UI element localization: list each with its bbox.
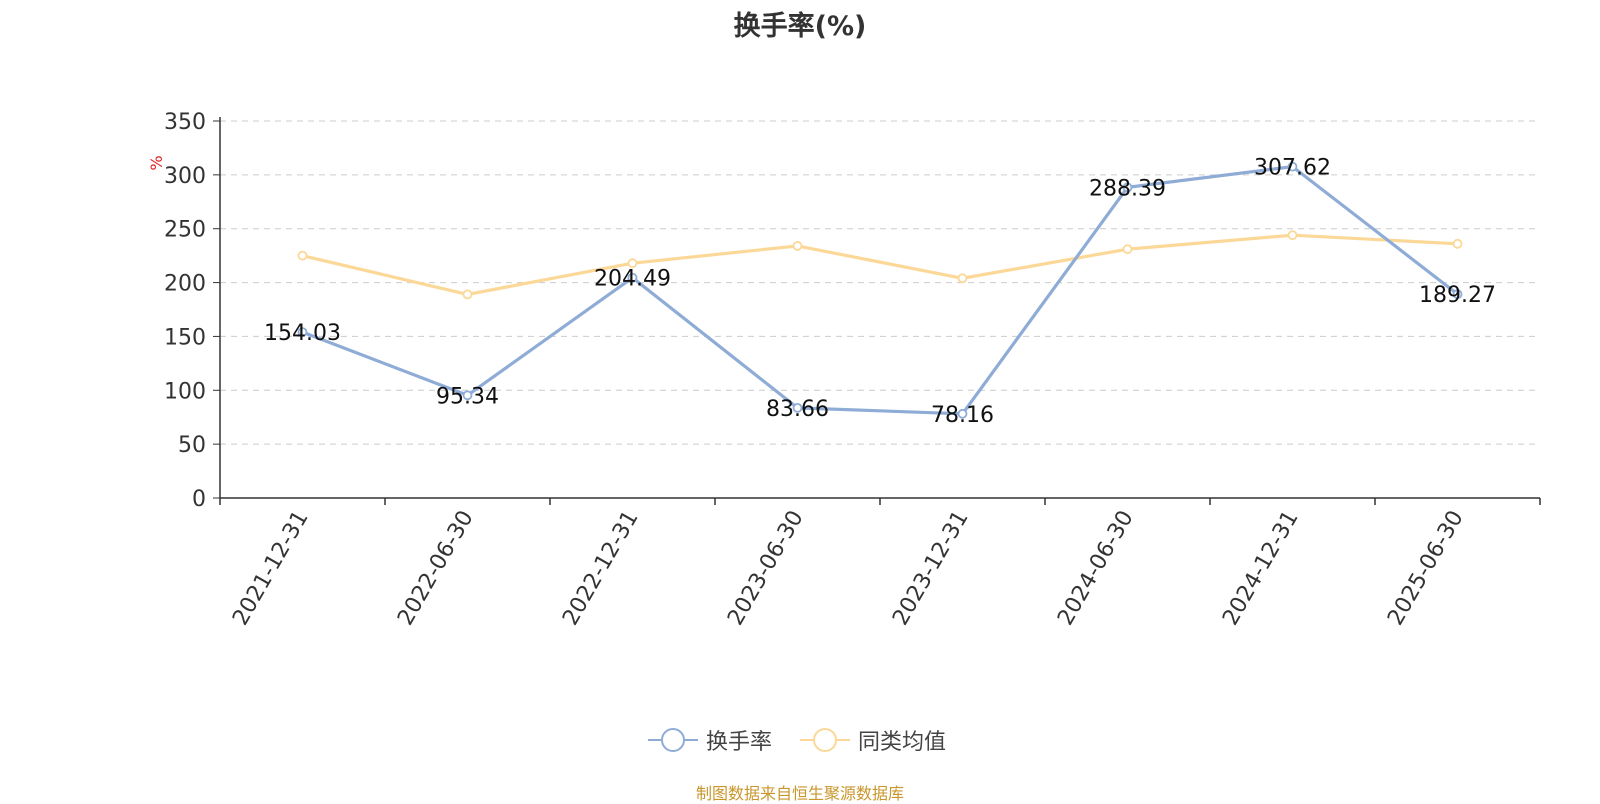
series-line-1: [302, 233, 1458, 297]
y-tick-label: 250: [164, 218, 206, 243]
data-point: [297, 327, 308, 337]
data-labels: 154.03 95.34 204.49 83.66 78.16 288.39 307.62 1…: [264, 156, 1496, 428]
y-tick-label: 200: [164, 272, 206, 297]
axes: 0 50 100 150 200 250 300 350% 2021-12-31 2022-06-…: [147, 110, 1541, 630]
legend-item-turnover[interactable]: 换手率: [648, 722, 772, 758]
data-label: 83.66: [766, 397, 829, 422]
x-tick-label: 2025-06-30: [1383, 507, 1469, 630]
y-axis-label: %: [147, 155, 166, 170]
grid-lines: [220, 120, 1540, 445]
data-label: 189.27: [1419, 283, 1496, 308]
data-point: [627, 258, 638, 269]
data-label: 288.39: [1089, 176, 1166, 201]
series-lines: [297, 161, 1463, 419]
data-label: 95.34: [436, 384, 499, 409]
legend-label: 同类均值: [858, 730, 947, 755]
y-tick-label: 300: [164, 164, 206, 189]
y-tick-label: 0: [192, 487, 206, 512]
data-point: [957, 408, 968, 419]
data-point: [957, 273, 968, 284]
series-line-0: [301, 165, 1459, 416]
data-point: [792, 241, 803, 251]
data-point: [297, 250, 308, 261]
x-tick-label: 2023-06-30: [723, 507, 809, 630]
data-label: 307.62: [1254, 156, 1331, 181]
x-tick-label: 2023-12-31: [888, 507, 974, 630]
legend: 换手率 同类均值: [0, 722, 1600, 758]
data-point: [1452, 289, 1463, 300]
source-note: 制图数据来自恒生聚源数据库: [695, 784, 904, 803]
chart-title: 换手率(%): [733, 11, 867, 42]
data-point: [1287, 161, 1298, 172]
x-tick-label: 2024-12-31: [1218, 507, 1304, 630]
legend-item-peer-average[interactable]: 同类均值: [800, 722, 946, 758]
x-tick-label: 2021-12-31: [228, 507, 314, 630]
y-tick-label: 50: [178, 433, 206, 458]
data-point: [1122, 182, 1133, 193]
data-point: [1122, 244, 1133, 255]
x-tick-label: 2022-12-31: [558, 507, 644, 630]
data-point: [792, 402, 803, 413]
data-point: [462, 289, 473, 300]
legend-line-circle-icon: [800, 728, 850, 752]
legend-label: 换手率: [706, 730, 773, 755]
y-tick-label: 350: [164, 110, 206, 135]
legend-line-circle-icon: [648, 728, 698, 752]
data-point: [1452, 238, 1463, 249]
data-point: [627, 272, 638, 283]
data-label: 78.16: [931, 403, 994, 428]
x-tick-label: 2022-06-30: [393, 507, 479, 630]
x-tick-label: 2024-06-30: [1053, 507, 1139, 630]
data-point: [1287, 230, 1298, 241]
y-tick-label: 150: [164, 325, 206, 350]
data-label: 154.03: [264, 321, 341, 346]
data-label: 204.49: [594, 267, 671, 292]
y-tick-label: 100: [164, 379, 206, 404]
data-point: [462, 390, 473, 401]
